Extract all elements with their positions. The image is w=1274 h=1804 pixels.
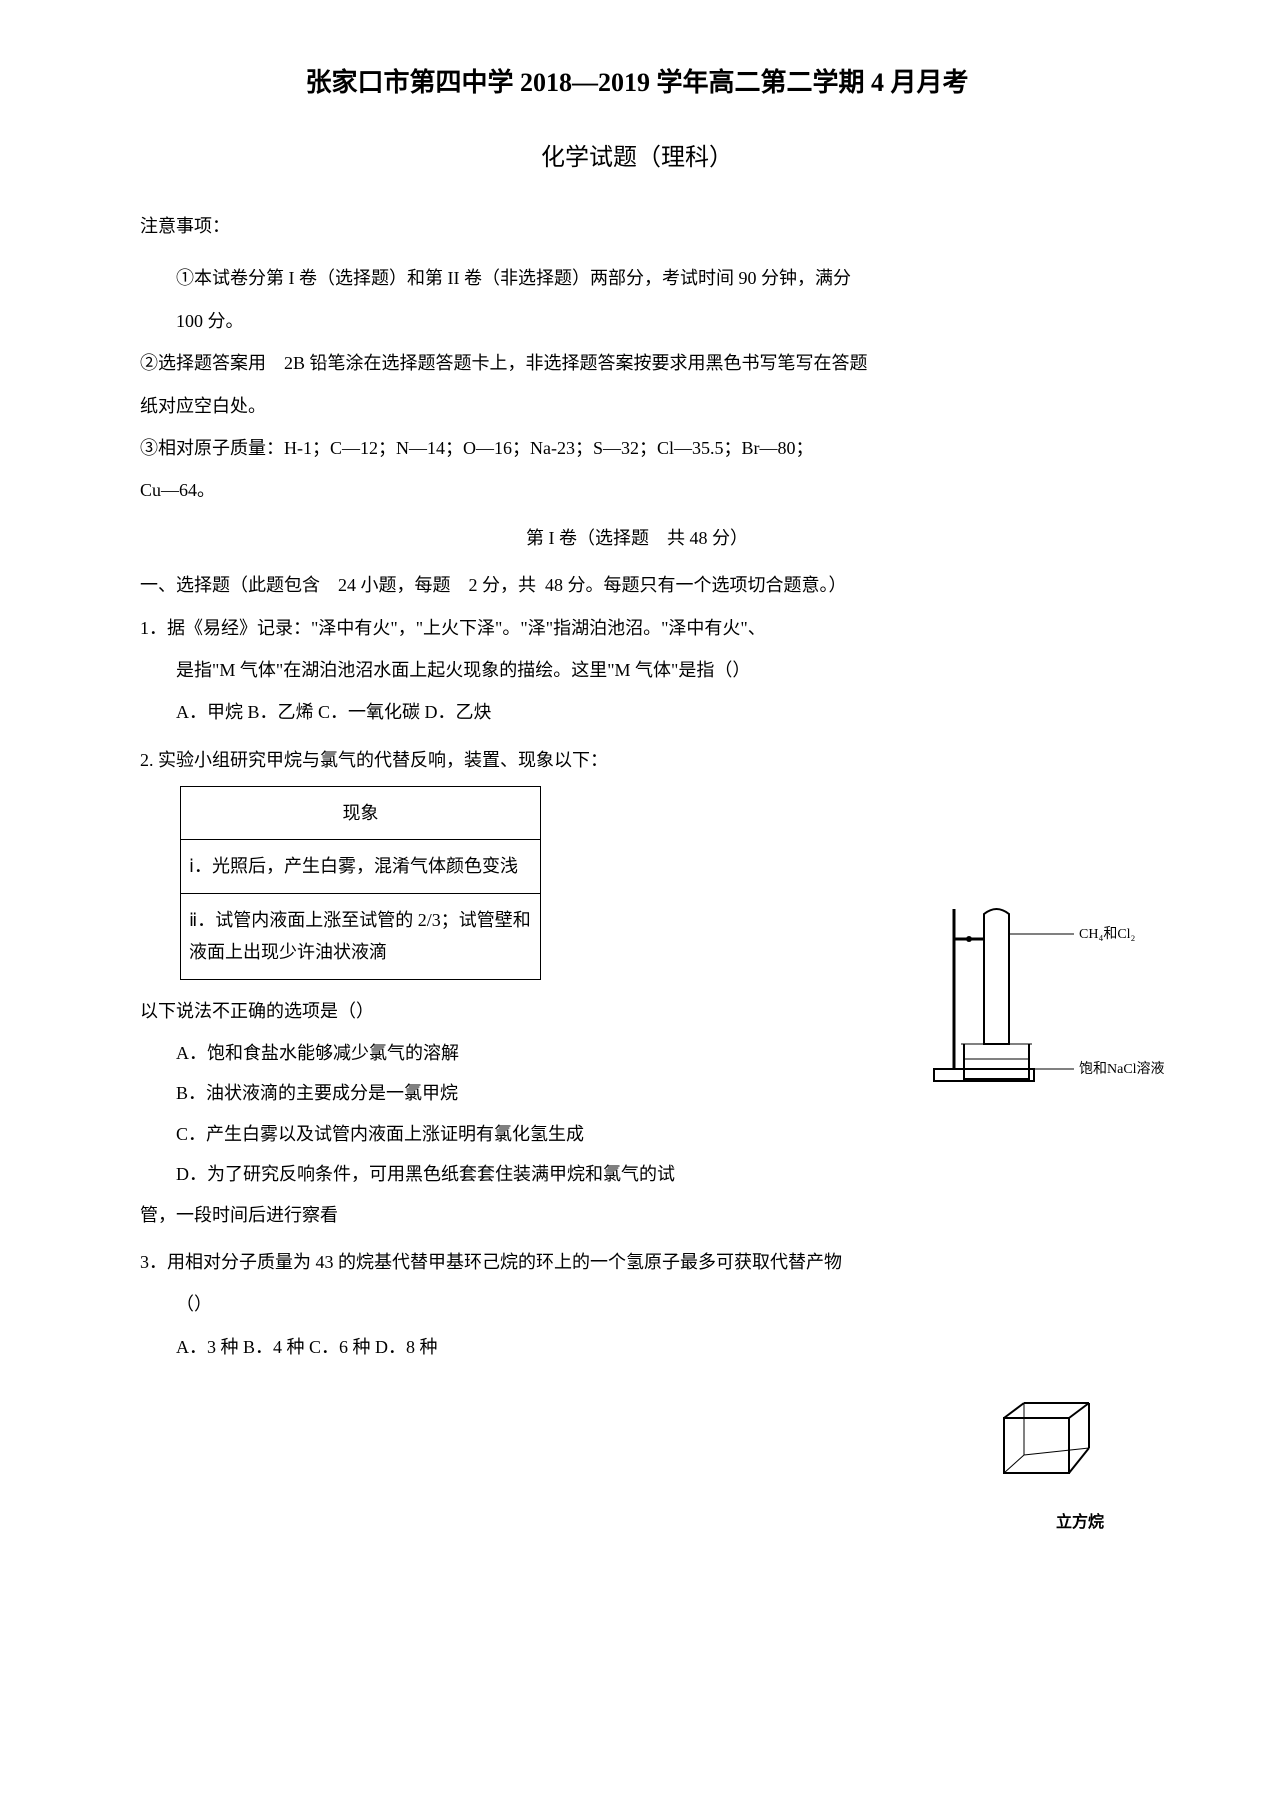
q2-text: 2. 实验小组研究甲烷与氯气的代替反响，装置、现象以下： [140, 744, 1134, 776]
fig-label-solution: 饱和NaCl溶液 [1079, 1061, 1164, 1077]
question-2: 2. 实验小组研究甲烷与氯气的代替反响，装置、现象以下： 现象 ⅰ．光照后，产生… [140, 744, 1134, 1231]
q2-table-row2: ⅱ．试管内液面上涨至试管的 2/3；试管壁和液面上出现少许油状液滴 [181, 893, 541, 979]
intro-c: 2 分，共 [469, 575, 537, 595]
notice-item-3b: Cu—64。 [140, 474, 1134, 506]
cube-figure-container: 立方烷 [140, 1393, 1134, 1537]
q3-text2: （） [140, 1288, 1134, 1320]
q3-options: A．3 种 B．4 种 C．6 种 D．8 种 [140, 1331, 1134, 1363]
notice-header: 注意事项： [140, 210, 1134, 242]
exam-title: 张家口市第四中学 2018—2019 学年高二第二学期 4 月月考 [140, 60, 1134, 107]
q1-text2: 是指"M 气体"在湖泊池沼水面上起火现象的描绘。这里"M 气体"是指（） [140, 654, 1134, 686]
notice-item-1b: 100 分。 [140, 305, 1134, 337]
exam-subtitle: 化学试题（理科） [140, 137, 1134, 180]
section-1-intro: 一、选择题（此题包含 24 小题，每题 2 分，共 48 分。每题只有一个选项切… [140, 569, 1134, 601]
apparatus-figure: CH₄和Cl₂ 饱和NaCl溶液 [914, 904, 1164, 1114]
question-3: 3．用相对分子质量为 43 的烷基代替甲基环己烷的环上的一个氢原子最多可获取代替… [140, 1246, 1134, 1363]
q2-opt-d2: 管，一段时间后进行察看 [140, 1199, 1134, 1231]
notice-item-2c: 纸对应空白处。 [140, 390, 1134, 422]
notice-2a: ②选择题答案用 [140, 353, 266, 373]
cube-label: 立方烷 [140, 1509, 1104, 1538]
intro-b: 24 小题，每题 [338, 575, 451, 595]
notice-item-1: ①本试卷分第 I 卷（选择题）和第 II 卷（非选择题）两部分，考试时间 90 … [140, 262, 1134, 294]
notice-2b: 2B 铅笔涂在选择题答题卡上，非选择题答案按要求用黑色书写笔写在答题 [284, 353, 868, 373]
cube-svg [994, 1393, 1104, 1493]
section-1-header: 第 I 卷（选择题 共 48 分） [140, 522, 1134, 554]
fig-label-gas: CH₄和Cl₂ [1079, 926, 1136, 942]
q2-opt-d: D．为了研究反响条件，可用黑色纸套套住装满甲烷和氯气的试 [140, 1158, 1134, 1190]
q3-text: 3．用相对分子质量为 43 的烷基代替甲基环己烷的环上的一个氢原子最多可获取代替… [140, 1246, 1134, 1278]
q1-options: A．甲烷 B．乙烯 C．一氧化碳 D．乙炔 [140, 696, 1134, 728]
intro-a: 一、选择题（此题包含 [140, 575, 320, 595]
intro-d: 48 分。每题只有一个选项切合题意。） [545, 575, 847, 595]
apparatus-svg: CH₄和Cl₂ 饱和NaCl溶液 [914, 904, 1164, 1104]
notice-item-3: ③相对原子质量：H-1；C—12；N—14；O—16；Na-23；S—32；Cl… [140, 432, 1134, 464]
q2-table-row1: ⅰ．光照后，产生白雾，混淆气体颜色变浅 [181, 840, 541, 893]
q2-table-header: 现象 [181, 787, 541, 840]
q2-opt-c: C．产生白雾以及试管内液面上涨证明有氯化氢生成 [140, 1118, 1134, 1150]
q2-table: 现象 ⅰ．光照后，产生白雾，混淆气体颜色变浅 ⅱ．试管内液面上涨至试管的 2/3… [180, 786, 541, 980]
notice-item-2: ②选择题答案用 2B 铅笔涂在选择题答题卡上，非选择题答案按要求用黑色书写笔写在… [140, 347, 1134, 379]
q1-text: 1．据《易经》记录："泽中有火"，"上火下泽"。"泽"指湖泊池沼。"泽中有火"、 [140, 612, 1134, 644]
question-1: 1．据《易经》记录："泽中有火"，"上火下泽"。"泽"指湖泊池沼。"泽中有火"、… [140, 612, 1134, 729]
